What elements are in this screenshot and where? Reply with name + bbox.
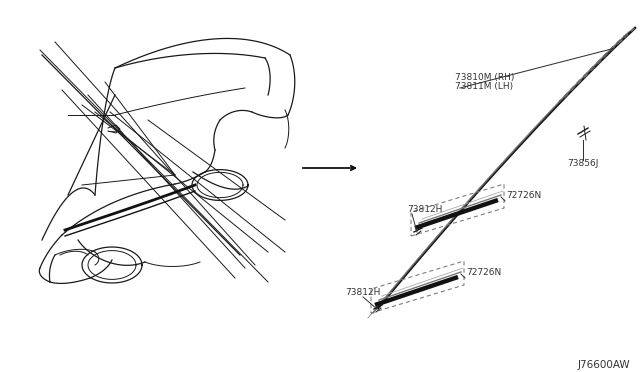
Text: 72726N: 72726N [466,268,501,277]
Text: J76600AW: J76600AW [577,360,630,370]
Text: 73810M (RH): 73810M (RH) [455,73,515,82]
Text: 72726N: 72726N [506,191,541,200]
Text: 73856J: 73856J [567,159,598,168]
Text: 73812H: 73812H [345,288,380,297]
Text: 73811M (LH): 73811M (LH) [455,82,513,91]
Text: 73812H: 73812H [407,205,442,214]
